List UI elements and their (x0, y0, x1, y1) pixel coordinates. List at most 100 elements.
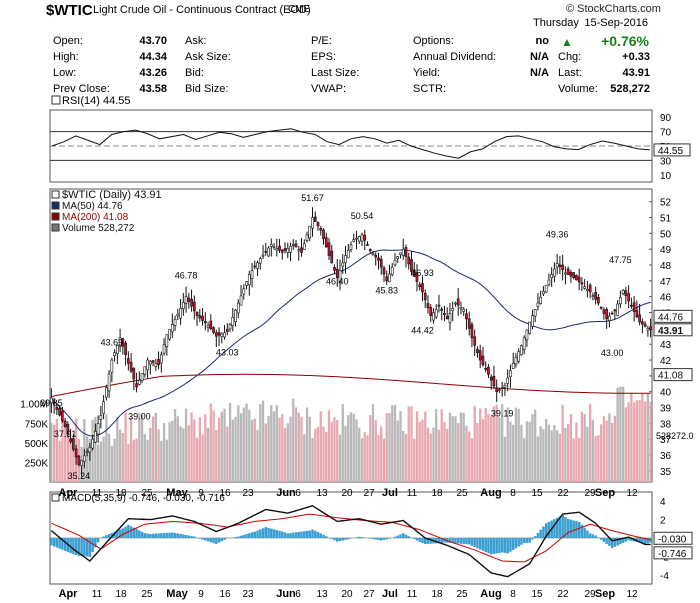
candle-body (434, 309, 438, 318)
candle-body (404, 247, 408, 257)
candle-body (525, 329, 529, 341)
price-tick-label: 36 (660, 451, 672, 462)
stockcharts-logo[interactable]: © StockCharts.com (566, 3, 661, 15)
macd-histogram-bar (132, 527, 136, 538)
macd-histogram-bar (209, 538, 213, 543)
macd-histogram-bar (415, 538, 419, 541)
volume-bar (632, 402, 636, 482)
candle-body (473, 336, 477, 346)
volume-bar (308, 416, 311, 482)
macd-x-label: 23 (242, 589, 254, 600)
macd-histogram-bar (456, 538, 460, 544)
volume-bar (407, 406, 410, 482)
summary-label: Last: (558, 67, 582, 79)
volume-bar (85, 436, 89, 482)
volume-bar (154, 412, 157, 482)
macd-x-label: 27 (363, 589, 375, 600)
macd-histogram-bar (355, 537, 358, 538)
price-legend-item: $WTIC (Daily) 43.91 (62, 189, 162, 201)
price-x-label: 11 (407, 488, 418, 499)
quote-label: Ask: (185, 35, 207, 47)
volume-bar (426, 427, 430, 482)
candle-body (297, 249, 301, 252)
volume-bar (646, 393, 650, 482)
price-x-label: 29 (584, 488, 596, 499)
candle-body (50, 397, 53, 404)
volume-bar (55, 418, 59, 482)
candle-body (324, 237, 328, 248)
macd-x-label: Jul (382, 588, 398, 600)
volume-bar (294, 407, 298, 482)
candle-body (335, 268, 339, 278)
price-annotation: 45.83 (375, 285, 398, 295)
volume-bar (259, 404, 262, 482)
macd-histogram-bar (325, 536, 328, 538)
macd-histogram-bar (448, 538, 452, 543)
candle-body (374, 254, 378, 258)
macd-histogram-bar (253, 531, 257, 538)
candle-body (349, 244, 353, 250)
macd-histogram-bar (577, 521, 581, 538)
volume-tick-label: 250K (25, 458, 49, 469)
candle-body (500, 387, 504, 389)
macd-histogram-bar (146, 533, 149, 538)
macd-histogram-bar (88, 538, 92, 557)
volume-bar (448, 412, 452, 482)
volume-bar (410, 406, 413, 482)
candle-body (352, 239, 356, 242)
change-row: ▲ +0.76% (561, 33, 649, 51)
candle-body (247, 274, 251, 286)
price-annotation: 51.67 (301, 193, 324, 203)
volume-bar (278, 417, 281, 482)
candle-body (275, 248, 279, 251)
candle-body (492, 376, 496, 387)
macd-histogram-bar (641, 538, 644, 544)
candle-body (583, 286, 586, 289)
summary-row: Chg: +0.33 (558, 49, 650, 65)
volume-bar (187, 425, 190, 482)
price-tick-label: 39 (660, 404, 672, 415)
candle-body (550, 274, 554, 279)
candle-body (168, 329, 171, 340)
volume-bar (613, 415, 617, 482)
macd-histogram-bar (437, 538, 441, 544)
volume-bar (270, 405, 273, 482)
price-last-tag (653, 368, 693, 382)
quote-label: Bid: (185, 67, 204, 79)
macd-last-label: -0.030 (658, 534, 687, 545)
price-legend-item: MA(200) 41.08 (62, 212, 129, 223)
summary-value: +0.33 (622, 51, 650, 63)
candle-body (528, 321, 532, 334)
volume-bar (151, 416, 155, 482)
macd-histogram-bar (74, 538, 78, 555)
candle-body (132, 368, 136, 380)
macd-histogram-bar (434, 538, 438, 544)
macd-histogram-bar (599, 538, 603, 540)
quote-label: Last Size: (311, 67, 360, 79)
candle-body (261, 254, 265, 257)
macd-histogram-bar (322, 534, 325, 538)
macd-histogram-bar (608, 538, 611, 547)
summary-label: Volume: (558, 83, 598, 95)
volume-bar (558, 433, 562, 482)
price-last-label: 43.91 (658, 326, 683, 337)
macd-histogram-bar (580, 524, 584, 538)
candle-body (478, 350, 482, 361)
price-annotation: 47.75 (609, 255, 632, 265)
candle-body (506, 377, 510, 384)
volume-bar (215, 430, 218, 482)
macd-histogram-bar (105, 535, 108, 538)
volume-bar (608, 413, 611, 482)
volume-bar (140, 414, 144, 482)
price-tick-label: 40 (660, 388, 672, 399)
macd-histogram-bar (429, 538, 432, 544)
macd-histogram-bar (495, 538, 498, 554)
volume-bar (440, 409, 443, 482)
price-tick-label: 35 (660, 467, 672, 478)
candle-body (514, 357, 518, 365)
candle-body (638, 314, 641, 323)
volume-bar (528, 421, 531, 482)
volume-bar (179, 426, 182, 482)
volume-bar (569, 413, 573, 482)
candle-body (341, 262, 345, 267)
